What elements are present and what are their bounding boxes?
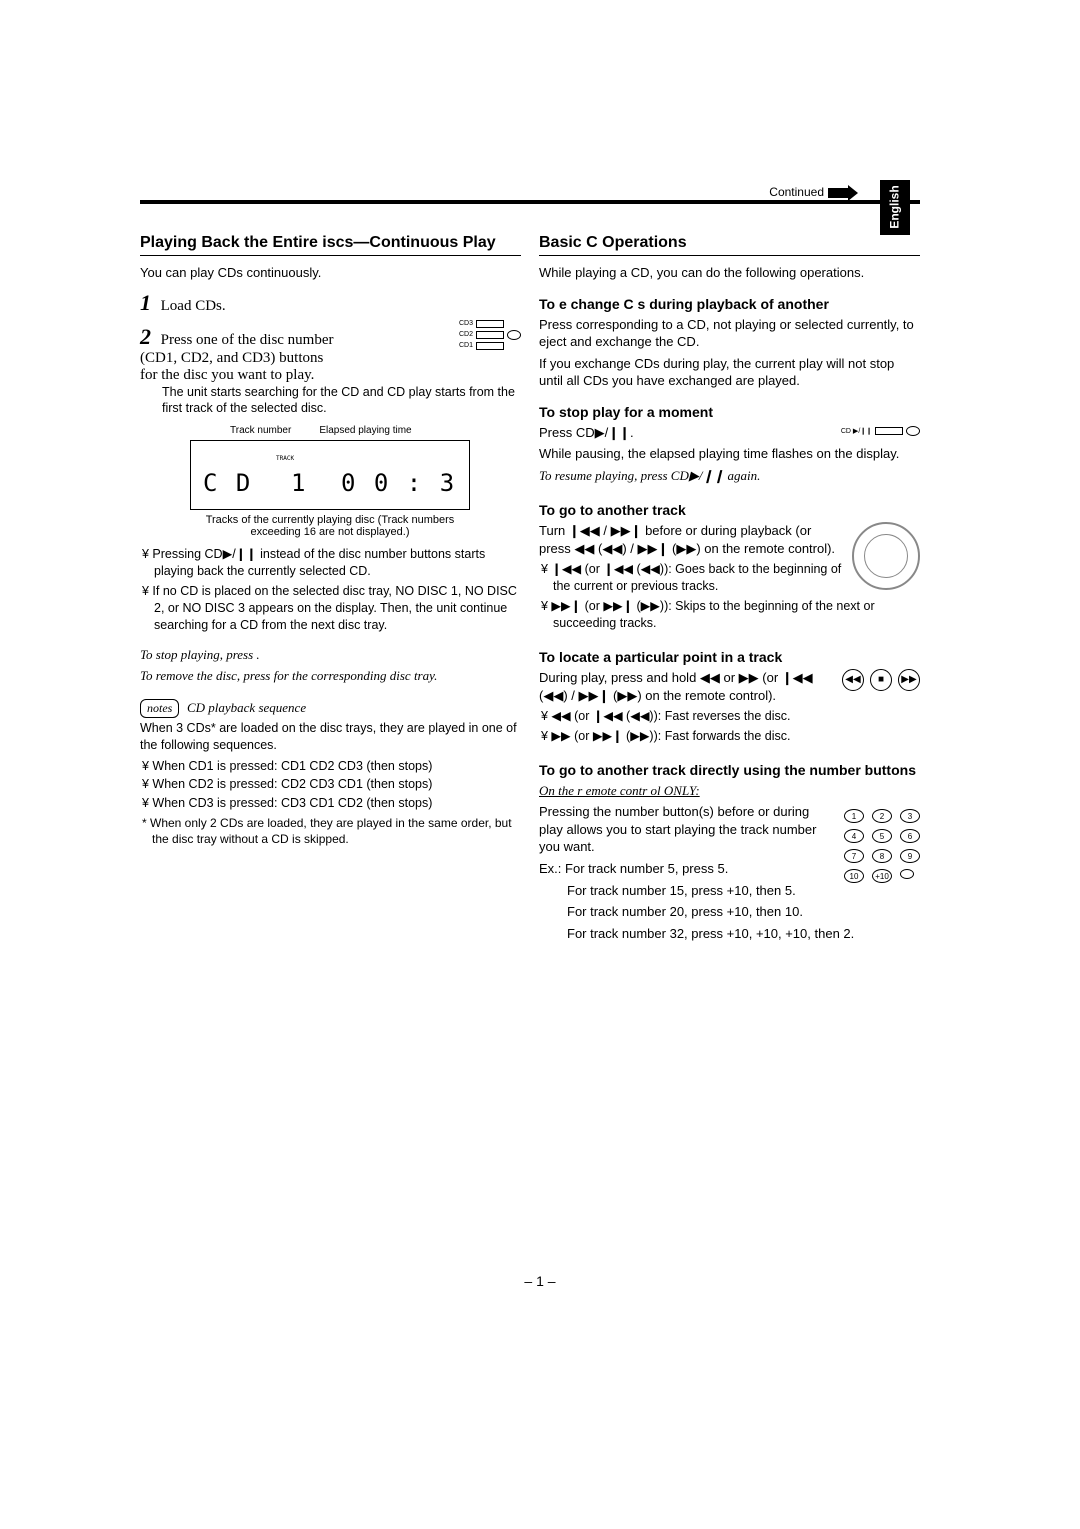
jog-dial-diagram <box>852 522 920 590</box>
left-column: Playing Back the Entire iscs—Continuous … <box>140 234 521 946</box>
direct-ex4: For track number 32, press +10, +10, +10… <box>567 925 920 943</box>
direct-ex3: For track number 20, press +10, then 10. <box>567 903 920 921</box>
page-number: – 1 – <box>0 1273 1080 1289</box>
left-intro: You can play CDs continuously. <box>140 264 521 282</box>
language-tab: English <box>880 180 910 235</box>
left-heading: Playing Back the Entire iscs—Continuous … <box>140 234 521 256</box>
seq-intro: When 3 CDs* are loaded on the disc trays… <box>140 720 521 754</box>
forward-icon: ▶▶ <box>898 669 920 691</box>
left-bullet-1: ¥ Pressing CD▶/❙❙ instead of the disc nu… <box>140 546 521 580</box>
cd-buttons-diagram: CD3 CD2 CD1 <box>459 318 521 352</box>
stop-resume: To resume playing, press CD▶/❙❙ again. <box>539 467 920 485</box>
locate-b2: ¥ ▶▶ (or ▶▶❙ (▶▶)): Fast forwards the di… <box>539 728 920 745</box>
direct-sub: On the r emote contr ol ONLY: <box>539 782 920 800</box>
seq-1: ¥ When CD1 is pressed: CD1 CD2 CD3 (then… <box>154 758 521 775</box>
seq-note: * When only 2 CDs are loaded, they are p… <box>140 815 521 847</box>
exchange-p1: Press corresponding to a CD, not playing… <box>539 316 920 351</box>
display-diagram: TRACK C D 1 0 0 : 3 <box>190 440 470 510</box>
transport-buttons-diagram: ◀◀ ■ ▶▶ <box>842 669 920 691</box>
numpad-diagram: 123 456 789 10+10 <box>844 803 920 889</box>
display-label-elapsed: Elapsed playing time <box>319 425 411 436</box>
rewind-icon: ◀◀ <box>842 669 864 691</box>
right-column: Basic C Operations While playing a CD, y… <box>539 234 920 946</box>
right-intro: While playing a CD, you can do the follo… <box>539 264 920 282</box>
goto-b2: ¥ ▶▶❙ (or ▶▶❙ (▶▶)): Skips to the beginn… <box>539 598 920 632</box>
stop-heading: To stop play for a moment <box>539 404 920 420</box>
step-2-continued: The unit starts searching for the CD and… <box>162 384 521 418</box>
direct-heading: To go to another track directly using th… <box>539 762 920 778</box>
seq-2: ¥ When CD2 is pressed: CD2 CD3 CD1 (then… <box>154 776 521 793</box>
seq-3: ¥ When CD3 is pressed: CD3 CD1 CD2 (then… <box>154 795 521 812</box>
step-2-text: Press one of the disc number (CD1, CD2, … <box>140 332 334 383</box>
notes-tag: notes <box>140 699 179 718</box>
locate-b1: ¥ ◀◀ (or ❙◀◀ (◀◀)): Fast reverses the di… <box>539 708 920 725</box>
right-heading: Basic C Operations <box>539 234 920 256</box>
goto-heading: To go to another track <box>539 502 920 518</box>
top-rule <box>140 200 920 204</box>
stop-p2: While pausing, the elapsed playing time … <box>539 445 920 463</box>
to-remove: To remove the disc, press for the corres… <box>140 667 521 685</box>
step-1-text: Load CDs. <box>161 298 226 314</box>
step-1-number: 1 <box>140 290 151 315</box>
continued-label: Continued <box>769 185 850 199</box>
left-bullet-2: ¥ If no CD is placed on the selected dis… <box>140 583 521 634</box>
step-2: CD3 CD2 CD1 2 Press one of the disc numb… <box>140 324 521 418</box>
step-2-number: 2 <box>140 324 151 349</box>
step-1: 1 Load CDs. <box>140 290 521 316</box>
stop-icon: ■ <box>870 669 892 691</box>
seq-title: CD playback sequence <box>187 700 306 715</box>
arrow-icon <box>828 188 850 198</box>
display-caption: Tracks of the currently playing disc (Tr… <box>190 514 470 538</box>
exchange-p2: If you exchange CDs during play, the cur… <box>539 355 920 390</box>
to-stop: To stop playing, press . <box>140 646 521 664</box>
locate-heading: To locate a particular point in a track <box>539 649 920 665</box>
display-label-tracknum: Track number <box>230 425 291 436</box>
exchange-heading: To e change C s during playback of anoth… <box>539 296 920 312</box>
